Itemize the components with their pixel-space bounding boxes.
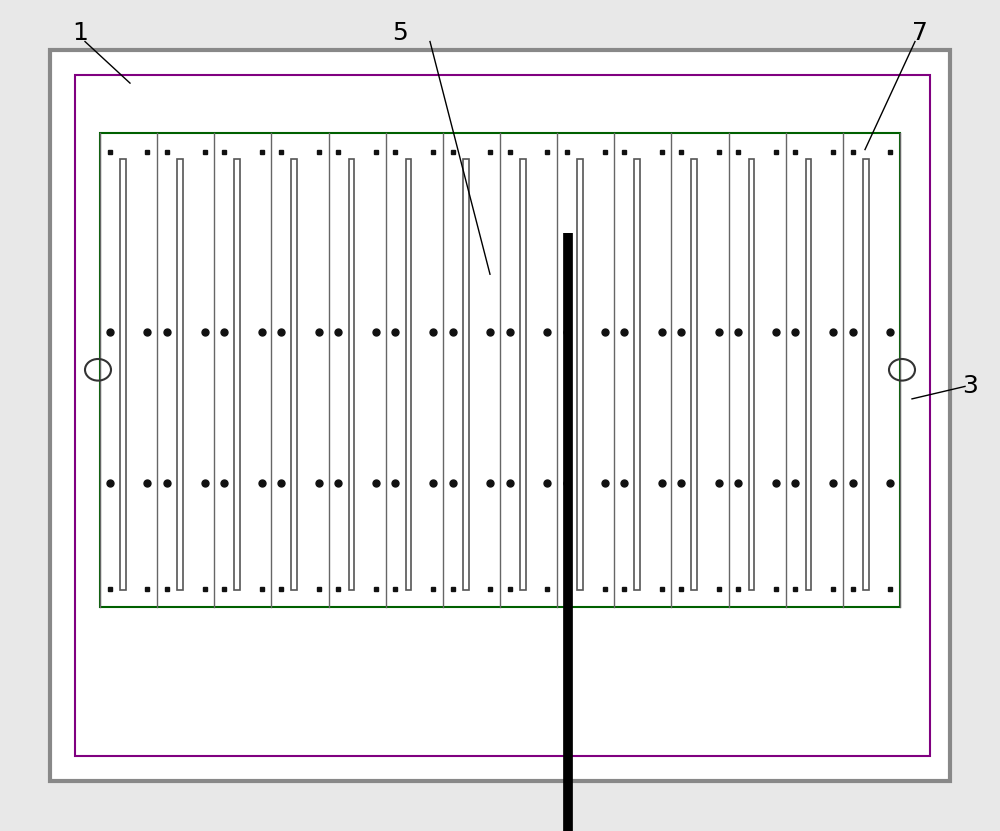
Bar (691, 159, 697, 590)
Text: 1: 1 (72, 22, 88, 45)
Bar (234, 159, 240, 590)
Bar (100, 133, 900, 607)
Bar (349, 159, 354, 590)
Bar (863, 159, 869, 590)
Bar (634, 159, 640, 590)
Bar (177, 159, 183, 590)
Text: 7: 7 (912, 22, 928, 45)
Bar (50, 50, 950, 781)
Bar (577, 159, 583, 590)
Bar (806, 159, 811, 590)
Bar (520, 159, 526, 590)
Bar (406, 159, 411, 590)
Bar (291, 159, 297, 590)
Bar (749, 159, 754, 590)
Bar (75, 75, 930, 756)
Text: 3: 3 (962, 375, 978, 398)
Bar (120, 159, 126, 590)
Bar (463, 159, 469, 590)
Text: 5: 5 (392, 22, 408, 45)
